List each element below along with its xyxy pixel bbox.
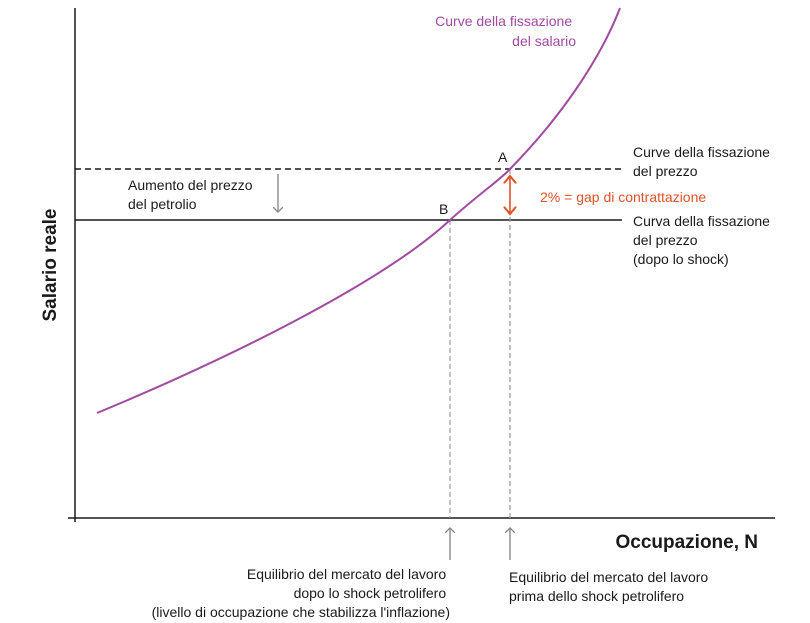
- equilibrium-after-label: Equilibrio del mercato del lavoro dopo l…: [152, 566, 450, 620]
- wage-curve-label: Curve della fissazione del salario: [435, 13, 576, 49]
- price-curve-after-label: Curva della fissazione del prezzo (dopo …: [633, 213, 774, 267]
- equilibrium-before-label: Equilibrio del mercato del lavoro prima …: [509, 569, 712, 604]
- point-a-label: A: [498, 149, 508, 165]
- price-curve-before-label: Curve della fissazione del prezzo: [633, 144, 774, 179]
- oil-increase-label: Aumento del prezzo del petrolio: [128, 177, 256, 212]
- x-axis-title: Occupazione, N: [615, 532, 758, 553]
- wage-setting-curve: [96, 7, 621, 414]
- y-axis-title: Salario reale: [40, 208, 61, 321]
- point-b-label: B: [439, 201, 448, 217]
- gap-label: 2% = gap di contrattazione: [540, 189, 706, 205]
